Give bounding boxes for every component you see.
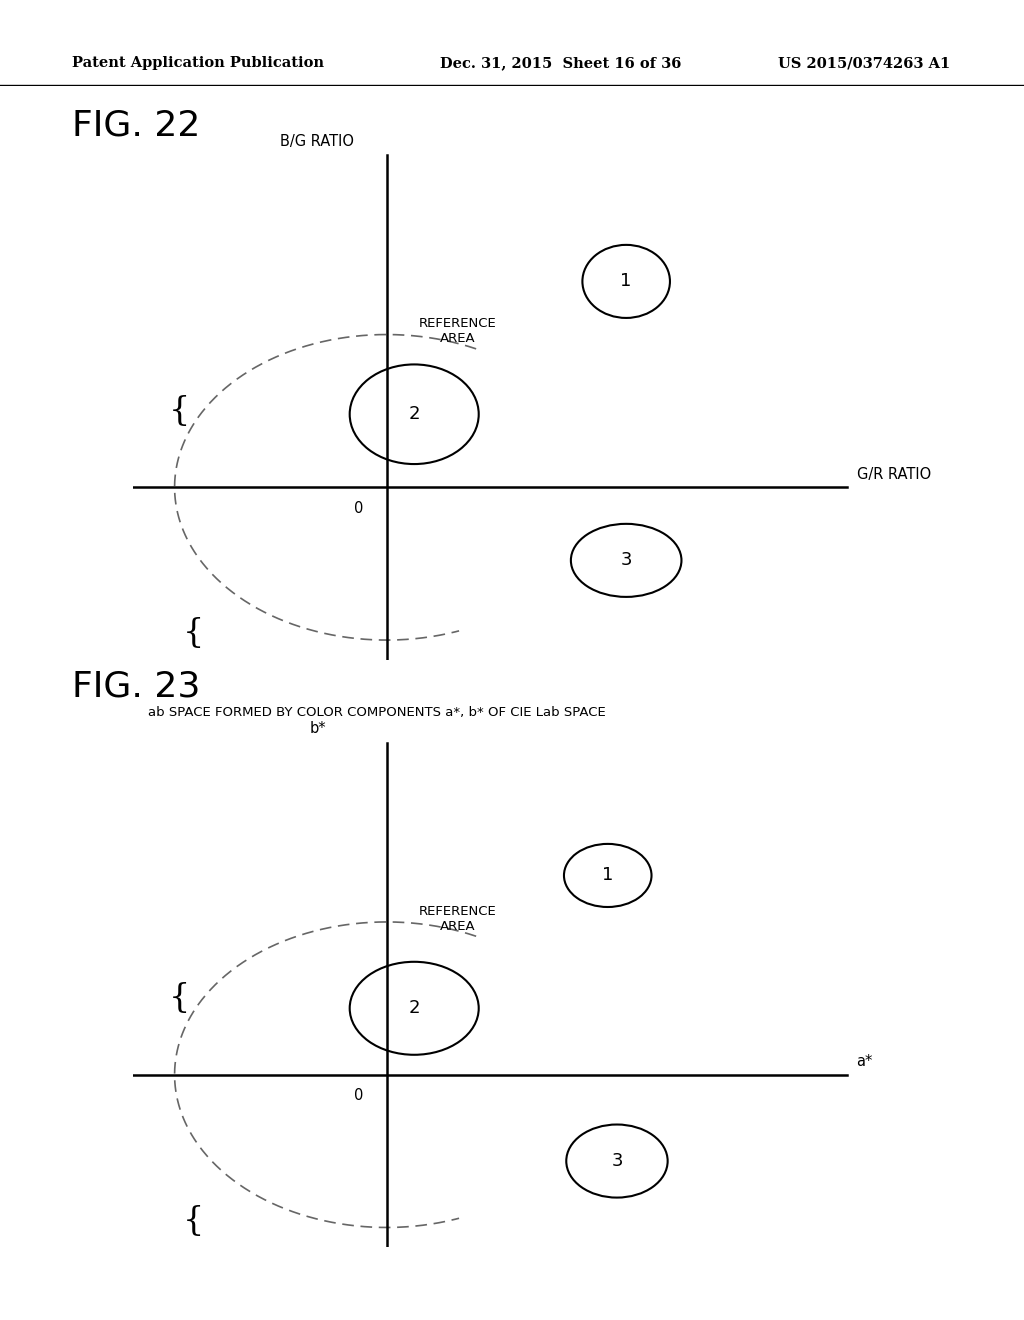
Text: REFERENCE
AREA: REFERENCE AREA <box>419 317 497 346</box>
Text: B/G RATIO: B/G RATIO <box>281 133 354 149</box>
Text: 0: 0 <box>354 500 364 516</box>
Text: Dec. 31, 2015  Sheet 16 of 36: Dec. 31, 2015 Sheet 16 of 36 <box>440 57 682 70</box>
Text: 3: 3 <box>611 1152 623 1170</box>
Text: 3: 3 <box>621 552 632 569</box>
Text: REFERENCE
AREA: REFERENCE AREA <box>419 904 497 933</box>
Text: 1: 1 <box>602 866 613 884</box>
Text: 2: 2 <box>409 405 420 424</box>
Text: FIG. 23: FIG. 23 <box>72 669 200 704</box>
Text: {: { <box>182 1205 204 1237</box>
Text: 0: 0 <box>354 1088 364 1104</box>
Text: 1: 1 <box>621 272 632 290</box>
Text: {: { <box>169 982 189 1014</box>
Text: b*: b* <box>309 721 326 737</box>
Text: G/R RATIO: G/R RATIO <box>856 466 931 482</box>
Text: US 2015/0374263 A1: US 2015/0374263 A1 <box>778 57 950 70</box>
Text: a*: a* <box>856 1053 872 1069</box>
Text: {: { <box>182 618 204 649</box>
Text: ab SPACE FORMED BY COLOR COMPONENTS a*, b* OF CIE Lab SPACE: ab SPACE FORMED BY COLOR COMPONENTS a*, … <box>148 706 606 719</box>
Text: {: { <box>169 395 189 426</box>
Text: FIG. 22: FIG. 22 <box>72 108 200 143</box>
Text: 2: 2 <box>409 999 420 1018</box>
Text: Patent Application Publication: Patent Application Publication <box>72 57 324 70</box>
